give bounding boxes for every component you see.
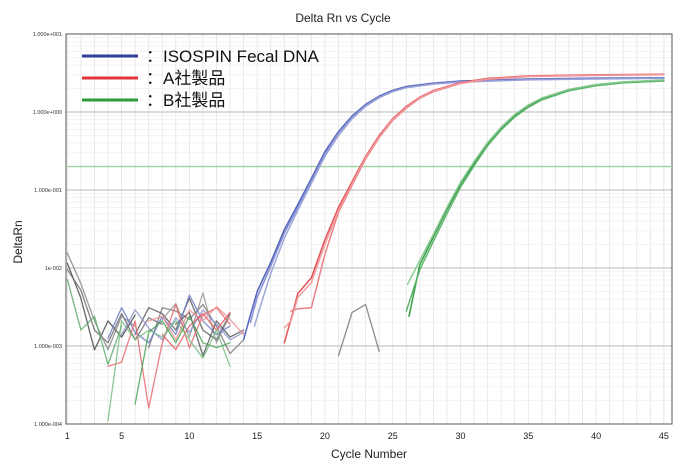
x-tick-label: 10 (184, 431, 194, 441)
x-tick-label: 35 (523, 431, 533, 441)
series-line-isospin-1 (249, 77, 665, 324)
series-line-noise-20 (148, 305, 245, 341)
series-line-isospin-0 (242, 76, 665, 341)
series-layer (66, 73, 665, 422)
series-line-noise-16 (337, 303, 380, 357)
x-tick-label: 20 (320, 431, 330, 441)
y-tick-label: 1e-002 (45, 266, 62, 272)
chart-title: Delta Rn vs Cycle (295, 11, 391, 25)
series-line-noise-19 (107, 303, 231, 409)
x-axis-label: Cycle Number (331, 447, 407, 461)
series-line-noise-23 (107, 320, 231, 422)
x-tick-label: 5 (119, 431, 124, 441)
y-tick-labels: 1.000e+001 1.000e+000 1.000e-001 1e-002 1.00… (33, 32, 62, 428)
y-tick-label: 1.000e+001 (33, 32, 62, 38)
x-tick-label: 30 (456, 431, 466, 441)
series-line-B-8 (406, 79, 665, 285)
series-line-noise-21 (161, 311, 231, 351)
y-tick-label: 1.000e-003 (34, 344, 62, 350)
series-line-noise-24 (134, 315, 231, 405)
legend-label: ：A社製品 (146, 69, 225, 88)
y-tick-label: 1.000e+000 (33, 110, 62, 116)
x-tick-label: 1 (65, 431, 70, 441)
series-line-noise-22 (66, 278, 123, 366)
x-tick-label: 15 (252, 431, 262, 441)
y-tick-label: 1.000e-001 (34, 188, 62, 194)
x-tick-label: 40 (591, 431, 601, 441)
y-tick-label: 1.000e-004 (34, 422, 62, 428)
series-line-noise-13 (148, 303, 245, 355)
series-line-noise-10 (66, 269, 163, 344)
plot-frame (65, 33, 673, 425)
series-line-A-5 (283, 73, 665, 329)
legend-label: ：ISOSPIN Fecal DNA (146, 47, 320, 66)
y-axis-label: DeltaRn (11, 220, 25, 263)
series-line-noise-11 (66, 252, 136, 351)
legend-label: ：B社製品 (146, 91, 225, 110)
x-tick-label: 45 (659, 431, 669, 441)
series-line-B-7 (405, 80, 665, 312)
x-tick-label: 25 (388, 431, 398, 441)
x-tick-labels: 1 5 10 15 20 25 30 35 40 45 (65, 431, 669, 441)
legend: ：ISOSPIN Fecal DNA ：A社製品 ：B社製品 (82, 47, 320, 110)
